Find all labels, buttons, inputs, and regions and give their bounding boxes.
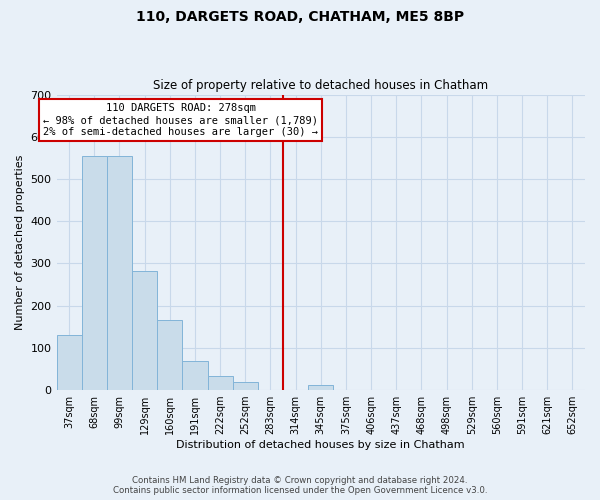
Bar bbox=[208, 376, 233, 390]
Y-axis label: Number of detached properties: Number of detached properties bbox=[15, 154, 25, 330]
Bar bbox=[56, 335, 82, 390]
Text: Contains HM Land Registry data © Crown copyright and database right 2024.
Contai: Contains HM Land Registry data © Crown c… bbox=[113, 476, 487, 495]
Bar bbox=[82, 156, 107, 390]
X-axis label: Distribution of detached houses by size in Chatham: Distribution of detached houses by size … bbox=[176, 440, 465, 450]
Bar bbox=[308, 385, 334, 390]
Text: 110, DARGETS ROAD, CHATHAM, ME5 8BP: 110, DARGETS ROAD, CHATHAM, ME5 8BP bbox=[136, 10, 464, 24]
Bar bbox=[157, 320, 182, 390]
Bar bbox=[233, 382, 258, 390]
Text: 110 DARGETS ROAD: 278sqm
← 98% of detached houses are smaller (1,789)
2% of semi: 110 DARGETS ROAD: 278sqm ← 98% of detach… bbox=[43, 104, 318, 136]
Bar bbox=[182, 360, 208, 390]
Bar bbox=[107, 156, 132, 390]
Title: Size of property relative to detached houses in Chatham: Size of property relative to detached ho… bbox=[153, 79, 488, 92]
Bar bbox=[132, 270, 157, 390]
